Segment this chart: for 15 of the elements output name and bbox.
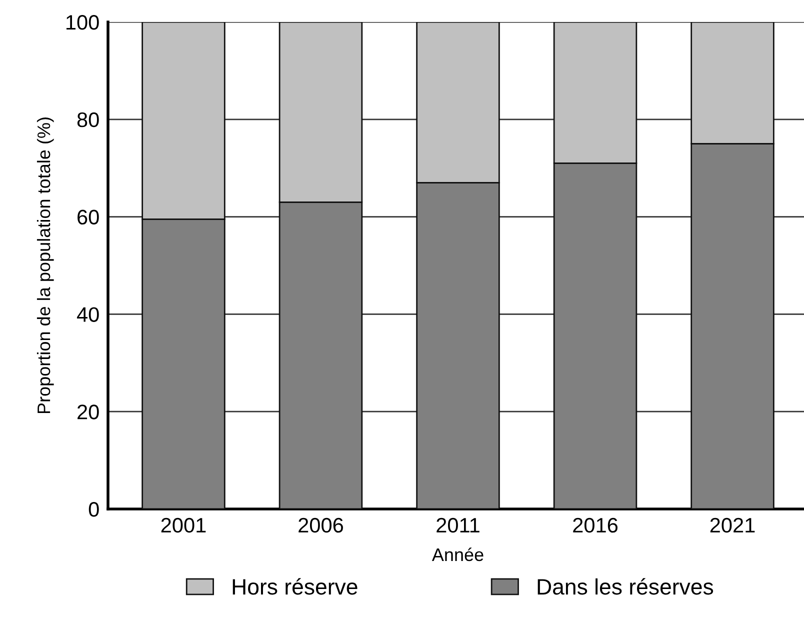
y-tick-label: 20 xyxy=(78,404,99,420)
legend-label: Hors réserve xyxy=(232,578,358,595)
y-tick-label: 80 xyxy=(77,112,99,128)
x-axis-title: Année xyxy=(432,548,484,562)
y-tick-label: 60 xyxy=(78,210,99,225)
y-axis-title: Proportion de la population totale (%) xyxy=(36,118,54,414)
legend-label: Dans les réserves xyxy=(538,578,714,595)
x-tick-label: 2006 xyxy=(298,518,344,533)
x-tick-label: 2011 xyxy=(436,518,480,533)
x-tick-label: 2001 xyxy=(161,518,206,533)
y-tick-label: 40 xyxy=(76,307,99,322)
y-tick-label: 0 xyxy=(88,502,99,517)
x-tick-label: 2016 xyxy=(573,518,618,533)
y-tick-label: 100 xyxy=(66,15,99,30)
x-tick-label: 2021 xyxy=(710,518,755,533)
